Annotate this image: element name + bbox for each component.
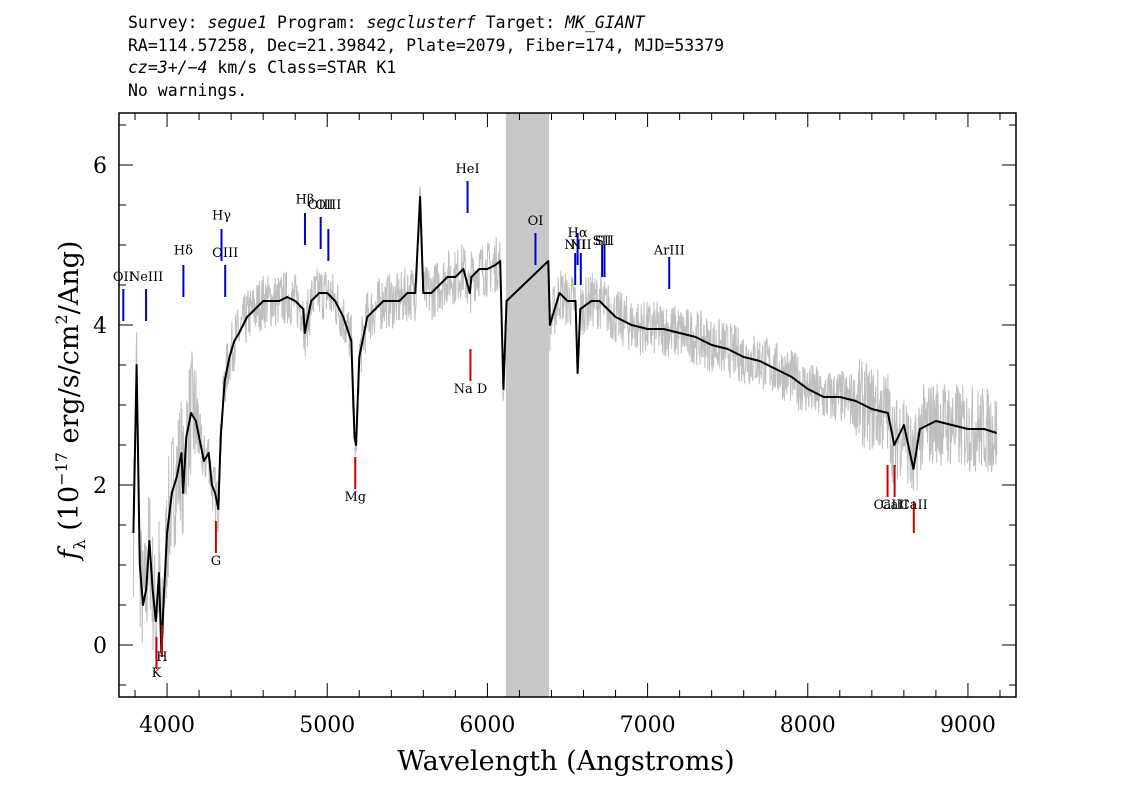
line-label-nii-12: NII (570, 238, 592, 253)
line-label-h-17: H (156, 650, 167, 665)
line-label-na-d-20: Na D (454, 382, 488, 397)
line-label-hei-8: HeI (455, 162, 479, 177)
program-value: segclusterf (366, 13, 476, 32)
y-tick-label: 4 (93, 314, 107, 339)
line-label-oiii-4: OIII (212, 246, 238, 261)
masked-region (505, 113, 550, 697)
line-label-sii-14: SII (595, 234, 614, 249)
y-tick-label: 2 (93, 474, 107, 499)
x-tick-label: 5000 (299, 713, 355, 738)
line-label-oiii-7: OIII (315, 198, 341, 213)
class-value: km/s Class=STAR K1 (207, 58, 397, 77)
x-tick-label: 9000 (940, 713, 996, 738)
header-line-survey: Survey: segue1 Program: segclusterf Targ… (128, 13, 645, 32)
line-label-nii-10: NII (564, 238, 586, 253)
x-tick-label: 7000 (620, 713, 676, 738)
spectrum-header: Survey: segue1 Program: segclusterf Targ… (128, 12, 724, 102)
line-label-neiii-1: NeIII (129, 270, 163, 285)
line-label-g-18: G (211, 554, 221, 569)
y-tick-label: 6 (93, 154, 107, 179)
line-label-caii-21: CaII (874, 498, 902, 513)
line-label-sii-13: SII (593, 234, 612, 249)
line-label-ariii-15: ArIII (653, 244, 685, 259)
y-axis-title: fλ (10−17 erg/s/cm2/Ang) (52, 241, 89, 562)
line-label-oiii-6: OIII (308, 198, 334, 213)
survey-value: segue1 (207, 13, 268, 32)
axis-ticks-layer: 4000 5000 6000 7000 8000 9000 0 2 4 6 (93, 113, 1016, 738)
target-value: MK_GIANT (565, 13, 645, 32)
x-tick-label: 6000 (459, 713, 515, 738)
line-label-mg-19: Mg (344, 490, 366, 505)
cz-value: cz=3+/−4 (128, 58, 208, 77)
line-label-h--11: Hα (568, 226, 588, 241)
line-label-h--2: Hδ (174, 244, 193, 259)
line-label-k-16: K (152, 666, 162, 681)
header-line-redshift: cz=3+/−4 km/s Class=STAR K1 (128, 57, 724, 80)
line-label-caii-22: CaII (881, 498, 909, 513)
masked-region-layer (505, 113, 550, 697)
raw-flux-line (132, 186, 998, 660)
y-tick-label: 0 (93, 634, 107, 659)
line-label-h--3: Hγ (212, 208, 231, 223)
line-label-h--5: Hβ (296, 192, 315, 207)
smoothed-flux-line (132, 196, 998, 654)
smoothed-flux-layer (132, 196, 998, 654)
x-tick-label: 4000 (139, 713, 195, 738)
x-axis-title: Wavelength (Angstroms) (397, 746, 734, 777)
header-line-warnings: No warnings. (128, 80, 248, 100)
line-label-oii-0: OII (113, 270, 134, 285)
x-tick-label: 8000 (780, 713, 836, 738)
raw-flux-layer (132, 186, 998, 660)
line-label-oi-9: OI (528, 214, 544, 229)
line-label-caii-23: CaII (900, 498, 928, 513)
header-line-coordinates: RA=114.57258, Dec=21.39842, Plate=2079, … (128, 35, 725, 55)
